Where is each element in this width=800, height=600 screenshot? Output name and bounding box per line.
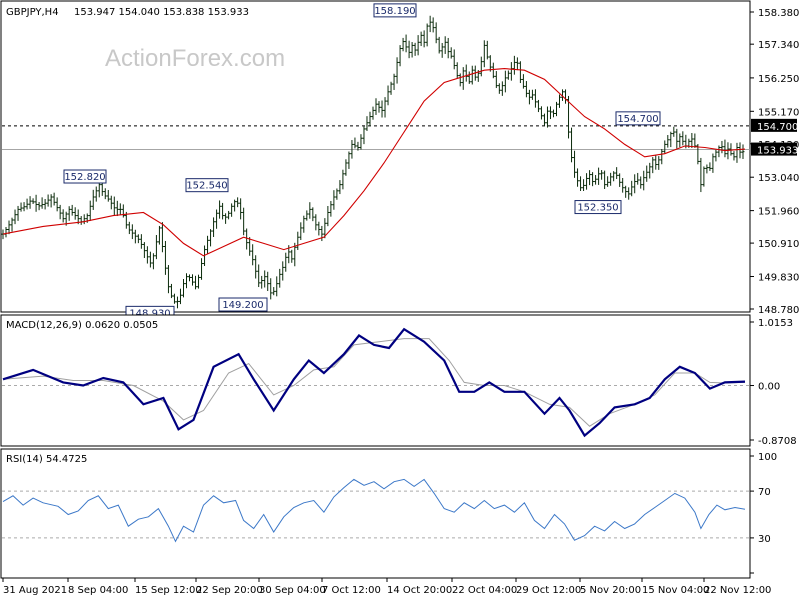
macd-plot <box>2 327 750 438</box>
price-annotation-box <box>615 111 661 126</box>
x-tick-label: 5 Nov 20:00 <box>580 585 641 596</box>
x-tick-label: 7 Oct 12:00 <box>322 585 381 596</box>
x-tick-label: 31 Aug 2021 <box>3 585 67 596</box>
macd-panel <box>0 314 751 447</box>
price-panel <box>0 0 751 313</box>
price-annotation-box <box>185 178 229 193</box>
x-tick-label: 22 Nov 12:00 <box>704 585 771 596</box>
price-y-tick-label: 156.250 <box>758 74 799 85</box>
last-price-box <box>751 142 797 156</box>
watermark: ActionForex.com <box>105 45 285 72</box>
price-y-tick-label: 149.830 <box>758 273 799 284</box>
x-tick-label: 15 Nov 04:00 <box>642 585 709 596</box>
ohlc-header: 153.947 154.040 153.838 153.933 <box>74 7 249 18</box>
rsi-y-tick-label: 100 <box>758 452 777 463</box>
x-tick-label: 22 Oct 04:00 <box>452 585 517 596</box>
rsi-panel <box>0 448 751 579</box>
price-y-tick-label: 151.960 <box>758 207 799 218</box>
last-price-label: 153.933 <box>757 146 798 157</box>
moving-average-line <box>2 68 746 257</box>
x-tick-label: 8 Sep 04:00 <box>68 585 128 596</box>
price-y-tick-label: 158.380 <box>758 8 799 19</box>
x-tick-label: 22 Sep 20:00 <box>196 585 263 596</box>
macd-panel-title: MACD(12,26,9) 0.0620 0.0505 <box>6 320 158 331</box>
price-panel-title: GBPJPY,H4 <box>6 7 59 18</box>
rsi-y-axis: 100 70 30 <box>750 452 777 574</box>
price-annotation-label: 152.540 <box>186 181 227 192</box>
price-y-tick-label: 155.170 <box>758 107 799 118</box>
price-y-axis: 158.380157.340156.250155.170154.120153.0… <box>750 8 799 316</box>
macd-y-axis: 1.0153 0.00 -0.8708 <box>750 318 797 447</box>
price-plot: 152.820 152.540 148.930 149.200 158.190 152.3… <box>1 3 750 320</box>
price-annotation-label: 148.930 <box>129 308 170 319</box>
price-annotation-label: 149.200 <box>222 300 263 311</box>
rsi-plot <box>2 478 750 543</box>
price-annotation-box <box>218 297 268 312</box>
macd-y-tick-label: -0.8708 <box>758 436 797 447</box>
x-tick-label: 14 Oct 20:00 <box>387 585 452 596</box>
price-annotation-label: 158.190 <box>374 6 415 17</box>
macd-line <box>2 327 746 438</box>
rsi-y-tick-label: 30 <box>758 534 771 545</box>
x-tick-label: 30 Sep 04:00 <box>259 585 326 596</box>
macd-y-tick-label: 0.00 <box>758 382 780 393</box>
x-tick-label: 15 Sep 12:00 <box>135 585 202 596</box>
rsi-panel-title: RSI(14) 54.4725 <box>6 454 87 465</box>
price-annotation-box <box>373 3 417 18</box>
price-y-tick-label: 153.040 <box>758 173 799 184</box>
x-tick-label: 29 Oct 12:00 <box>516 585 581 596</box>
macd-y-tick-label: 1.0153 <box>758 318 793 329</box>
price-y-tick-label: 150.910 <box>758 239 799 250</box>
price-y-tick-label: 157.340 <box>758 40 799 51</box>
price-annotation-box <box>63 169 107 184</box>
price-annotation-label: 152.820 <box>64 172 105 183</box>
rsi-y-tick-label: 70 <box>758 487 771 498</box>
level-label: 154.700 <box>757 122 798 133</box>
price-annotation-label: 152.350 <box>577 203 618 214</box>
rsi-line <box>2 478 746 543</box>
level-label-box <box>751 118 797 132</box>
price-y-tick-label: 148.780 <box>758 305 799 316</box>
price-annotation-box <box>574 200 622 215</box>
price-annotation-label: 154.700 <box>617 114 658 125</box>
